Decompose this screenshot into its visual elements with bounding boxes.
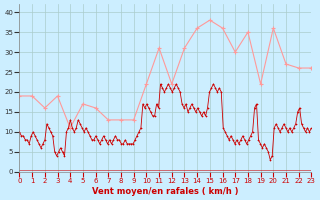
X-axis label: Vent moyen/en rafales ( km/h ): Vent moyen/en rafales ( km/h ) xyxy=(92,187,239,196)
